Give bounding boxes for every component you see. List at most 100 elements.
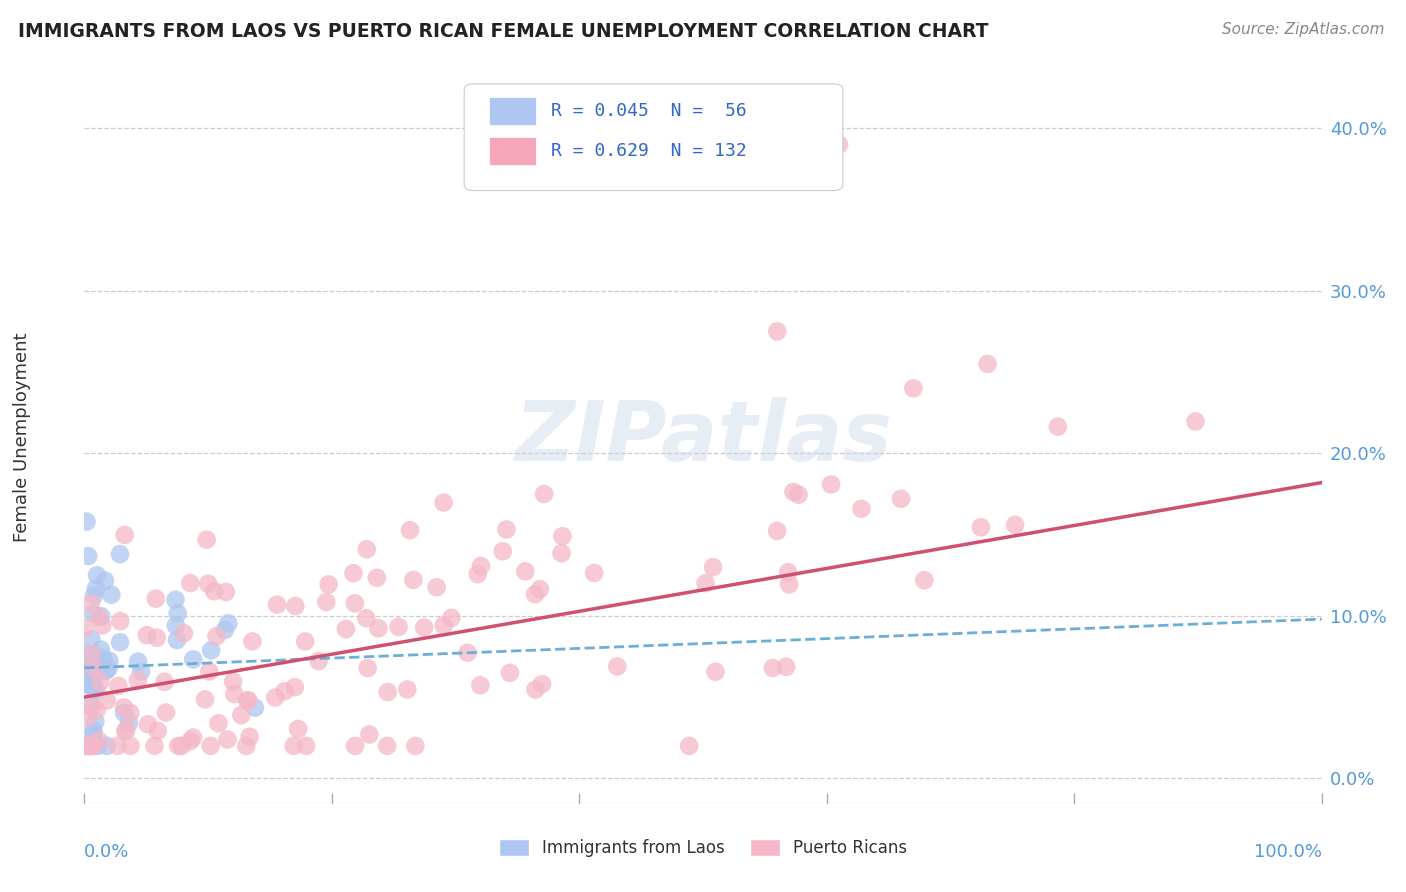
Point — [318, 577, 340, 591]
Point — [315, 595, 337, 609]
Point — [143, 739, 166, 753]
Point — [782, 485, 804, 500]
Point — [778, 577, 800, 591]
Point — [550, 546, 572, 560]
Point — [356, 542, 378, 557]
Point — [828, 137, 851, 152]
Point — [284, 680, 307, 694]
Point — [787, 488, 810, 502]
Point — [127, 673, 149, 687]
Point — [903, 381, 925, 395]
Point — [308, 654, 330, 668]
Point — [239, 730, 262, 744]
Point — [155, 706, 177, 720]
Point — [84, 683, 107, 698]
Point — [91, 618, 114, 632]
Point — [167, 739, 190, 753]
Point — [851, 501, 873, 516]
Point — [433, 618, 456, 632]
Point — [94, 574, 117, 588]
Point — [115, 723, 138, 737]
Point — [890, 491, 912, 506]
Point — [120, 739, 142, 753]
Point — [82, 739, 104, 753]
Point — [83, 681, 105, 696]
Text: Female Unemployment: Female Unemployment — [14, 333, 31, 541]
Point — [404, 739, 426, 753]
Point — [197, 576, 219, 591]
Point — [207, 716, 229, 731]
FancyBboxPatch shape — [464, 84, 842, 191]
Point — [356, 661, 378, 675]
Point — [399, 523, 422, 537]
Point — [396, 682, 419, 697]
Text: R = 0.629  N = 132: R = 0.629 N = 132 — [551, 142, 747, 160]
Point — [94, 664, 117, 678]
Point — [135, 628, 157, 642]
Point — [359, 727, 381, 741]
Point — [79, 652, 101, 666]
Point — [583, 566, 606, 580]
Point — [83, 669, 105, 683]
Point — [80, 700, 103, 714]
Point — [1004, 517, 1026, 532]
Point — [524, 587, 547, 601]
Text: Source: ZipAtlas.com: Source: ZipAtlas.com — [1222, 22, 1385, 37]
Point — [606, 659, 628, 673]
Point — [87, 733, 110, 747]
Point — [165, 592, 187, 607]
Point — [1184, 414, 1206, 428]
Point — [79, 739, 101, 753]
Point — [96, 693, 118, 707]
Point — [105, 739, 128, 753]
Point — [80, 668, 103, 682]
Point — [108, 547, 131, 561]
Point — [467, 567, 489, 582]
Point — [287, 722, 309, 736]
Point — [181, 652, 204, 666]
Point — [217, 732, 239, 747]
Point — [413, 620, 436, 634]
Point — [766, 325, 789, 339]
Point — [82, 723, 104, 738]
Point — [704, 665, 727, 679]
Point — [342, 566, 364, 581]
Point — [76, 515, 98, 529]
Point — [242, 634, 264, 648]
Point — [89, 675, 111, 690]
Point — [976, 357, 998, 371]
Point — [90, 642, 112, 657]
Text: R = 0.045  N =  56: R = 0.045 N = 56 — [551, 102, 747, 120]
Point — [77, 549, 100, 563]
Point — [515, 564, 537, 578]
Point — [495, 523, 517, 537]
Point — [231, 708, 253, 723]
Bar — [489, 97, 536, 125]
Point — [344, 739, 367, 753]
Point — [551, 529, 574, 543]
Point — [112, 700, 135, 714]
Point — [86, 703, 108, 717]
Point — [356, 611, 378, 625]
Point — [80, 662, 103, 676]
Point — [375, 739, 398, 753]
Point — [75, 653, 97, 667]
Point — [283, 739, 305, 753]
Point — [266, 598, 288, 612]
Point — [110, 614, 132, 628]
Point — [84, 582, 107, 596]
Point — [179, 576, 201, 591]
Point — [82, 607, 104, 621]
Point — [82, 682, 104, 697]
Point — [80, 676, 103, 690]
Point — [499, 665, 522, 680]
Point — [77, 647, 100, 661]
Point — [243, 700, 266, 714]
Point — [531, 677, 554, 691]
Point — [214, 623, 236, 637]
Point — [76, 661, 98, 675]
Point — [529, 582, 551, 596]
Point — [83, 737, 105, 751]
Point — [80, 596, 103, 610]
Point — [136, 717, 159, 731]
